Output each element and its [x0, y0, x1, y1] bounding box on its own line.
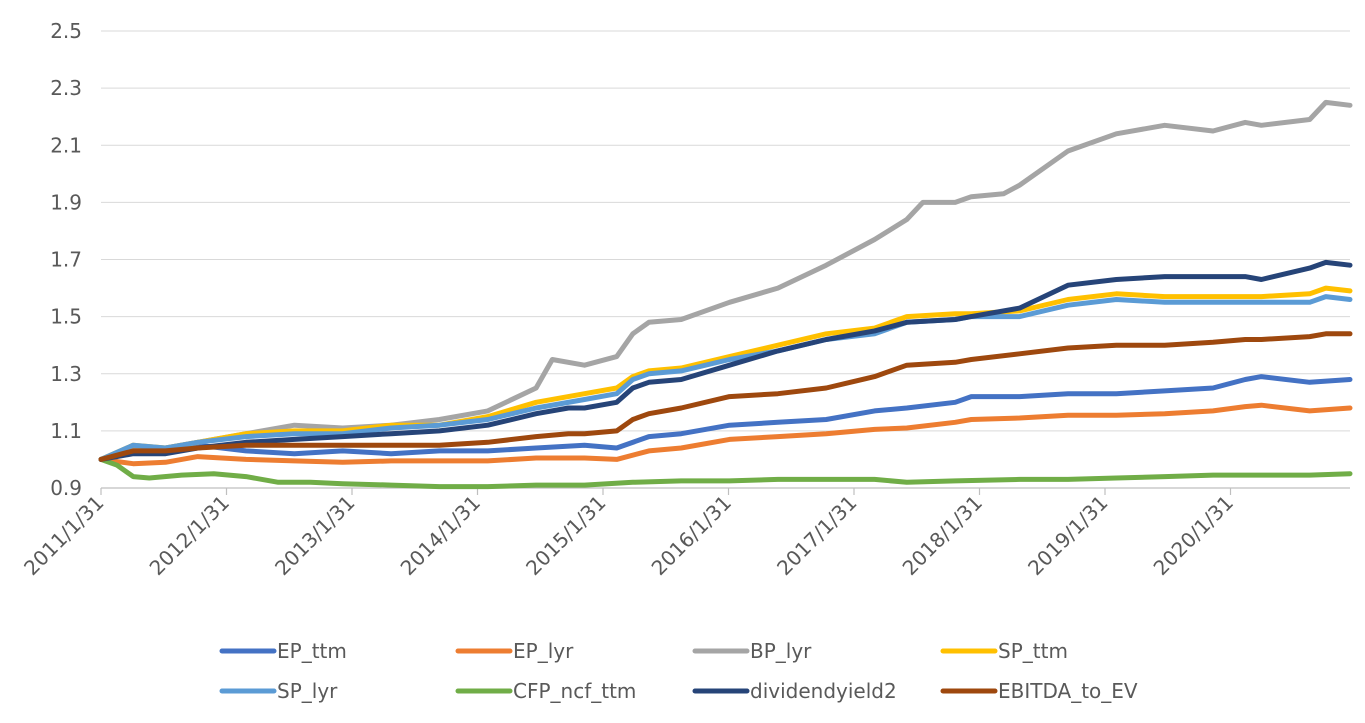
series-line-sp-ttm — [98, 285, 1353, 462]
series-line-ep-ttm — [98, 374, 1353, 462]
x-tick-label: 2014/1/31 — [396, 491, 485, 580]
legend-label: EBITDA_to_EV — [998, 679, 1138, 703]
y-tick-label: 1.1 — [50, 419, 82, 443]
x-tick-label: 2011/1/31 — [19, 491, 108, 580]
x-axis-ticks: 2011/1/31 2012/1/31 2013/1/31 2014/1/31 2015… — [19, 488, 1238, 580]
legend-label: EP_lyr — [513, 639, 574, 663]
x-tick-label: 2015/1/31 — [521, 491, 610, 580]
x-tick-label: 2013/1/31 — [270, 491, 359, 580]
legend-label: BP_lyr — [750, 639, 812, 663]
legend-label: SP_lyr — [277, 679, 338, 703]
x-tick-label: 2017/1/31 — [772, 491, 861, 580]
y-tick-label: 1.7 — [50, 248, 82, 272]
series-line-sp-lyr — [98, 294, 1353, 462]
y-tick-label: 1.5 — [50, 305, 82, 329]
y-tick-label: 1.9 — [50, 190, 82, 214]
y-axis-ticks: 0.9 1.1 1.3 1.5 1.7 1.9 2.1 2.3 2.5 — [50, 19, 82, 500]
y-tick-label: 0.9 — [50, 476, 82, 500]
y-tick-label: 2.3 — [50, 76, 82, 100]
legend-label: SP_ttm — [998, 639, 1068, 663]
y-tick-label: 2.5 — [50, 19, 82, 43]
series-line-ep-lyr — [98, 402, 1353, 467]
series-lines — [98, 99, 1353, 490]
y-tick-label: 2.1 — [50, 133, 82, 157]
series-line-dividendyield2 — [98, 259, 1353, 462]
series-line-cfp-ncf-ttm — [98, 456, 1353, 490]
series-line-bp-lyr — [98, 99, 1353, 462]
legend-label: dividendyield2 — [750, 679, 897, 703]
x-tick-label: 2012/1/31 — [145, 491, 234, 580]
gridlines — [101, 30, 1350, 432]
y-tick-label: 1.3 — [50, 362, 82, 386]
x-tick-label: 2020/1/31 — [1149, 491, 1238, 580]
legend-label: EP_ttm — [277, 639, 347, 663]
legend-label: CFP_ncf_ttm — [513, 679, 636, 703]
x-tick-label: 2018/1/31 — [898, 491, 987, 580]
legend: EP_ttm EP_lyr BP_lyr SP_ttm SP_lyr CFP_ncf_tt… — [219, 639, 1138, 703]
x-tick-label: 2016/1/31 — [647, 491, 736, 580]
series-line-ebitda-to-ev — [98, 331, 1353, 462]
x-tick-label: 2019/1/31 — [1023, 491, 1112, 580]
